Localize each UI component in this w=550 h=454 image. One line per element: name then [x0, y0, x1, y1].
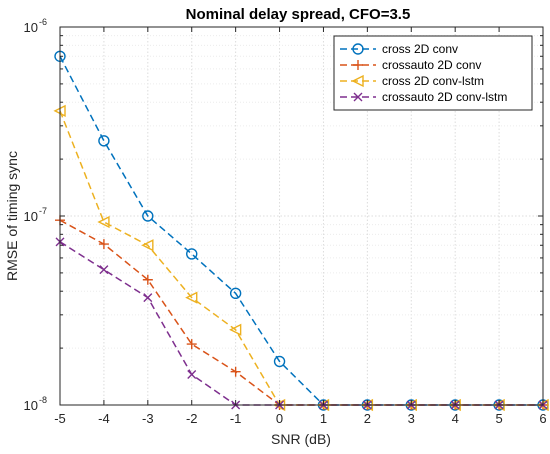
x-tick-label: -1 [230, 411, 242, 426]
legend-item: cross 2D conv [340, 42, 458, 56]
data-point [353, 92, 363, 102]
data-point [98, 239, 109, 250]
data-point [98, 135, 110, 147]
y-tick-label-exponent: -8 [39, 395, 47, 405]
x-tick-label: -2 [186, 411, 198, 426]
legend-label: crossauto 2D conv-lstm [382, 90, 507, 104]
legend-label: cross 2D conv-lstm [382, 74, 484, 88]
data-point [353, 60, 363, 70]
legend-label: cross 2D conv [382, 42, 458, 56]
chart-title: Nominal delay spread, CFO=3.5 [186, 6, 411, 23]
data-point [230, 366, 241, 377]
data-point [273, 355, 286, 368]
x-axis-label: SNR (dB) [271, 431, 331, 447]
legend-item: crossauto 2D conv-lstm [340, 90, 507, 104]
x-tick-label: 4 [452, 411, 459, 426]
x-tick-label: -5 [54, 411, 66, 426]
data-point [142, 210, 154, 222]
y-tick-label: 10 [24, 209, 38, 224]
series-line [59, 55, 543, 406]
legend-item: cross 2D conv-lstm [340, 74, 484, 88]
data-point [142, 274, 153, 285]
data-point [187, 370, 197, 379]
x-tick-label: 2 [364, 411, 371, 426]
data-point [143, 293, 153, 303]
x-tick-label: 0 [276, 411, 283, 426]
y-tick-label: 10 [24, 398, 38, 413]
y-tick-label-exponent: -6 [39, 17, 47, 27]
legend-label: crossauto 2D conv [382, 58, 481, 72]
x-tick-label: 5 [495, 411, 502, 426]
legend: cross 2D conv crossauto 2D conv cross 2D c… [333, 35, 533, 111]
y-tick-label: 10 [24, 20, 38, 35]
x-tick-label: 3 [408, 411, 415, 426]
y-tick-label-exponent: -7 [39, 206, 47, 216]
data-point [186, 339, 197, 350]
x-tick-label: -3 [142, 411, 154, 426]
data-point [229, 323, 242, 336]
x-tick-label: 1 [320, 411, 327, 426]
data-point [97, 215, 110, 229]
data-point [99, 265, 109, 275]
data-point [141, 239, 154, 252]
ticks: -5 -4 -3 -2 -1 0 1 2 3 4 5 610-810-710-6 [24, 17, 547, 426]
legend-item: crossauto 2D conv [340, 58, 481, 72]
data-point [185, 291, 198, 304]
data-point [351, 74, 364, 88]
y-axis-label: RMSE of timing sync [4, 151, 20, 281]
x-tick-label: -4 [98, 411, 110, 426]
data-point [229, 287, 242, 299]
x-tick-label: 6 [539, 411, 546, 426]
data-point [186, 248, 198, 260]
data-point [352, 43, 364, 55]
